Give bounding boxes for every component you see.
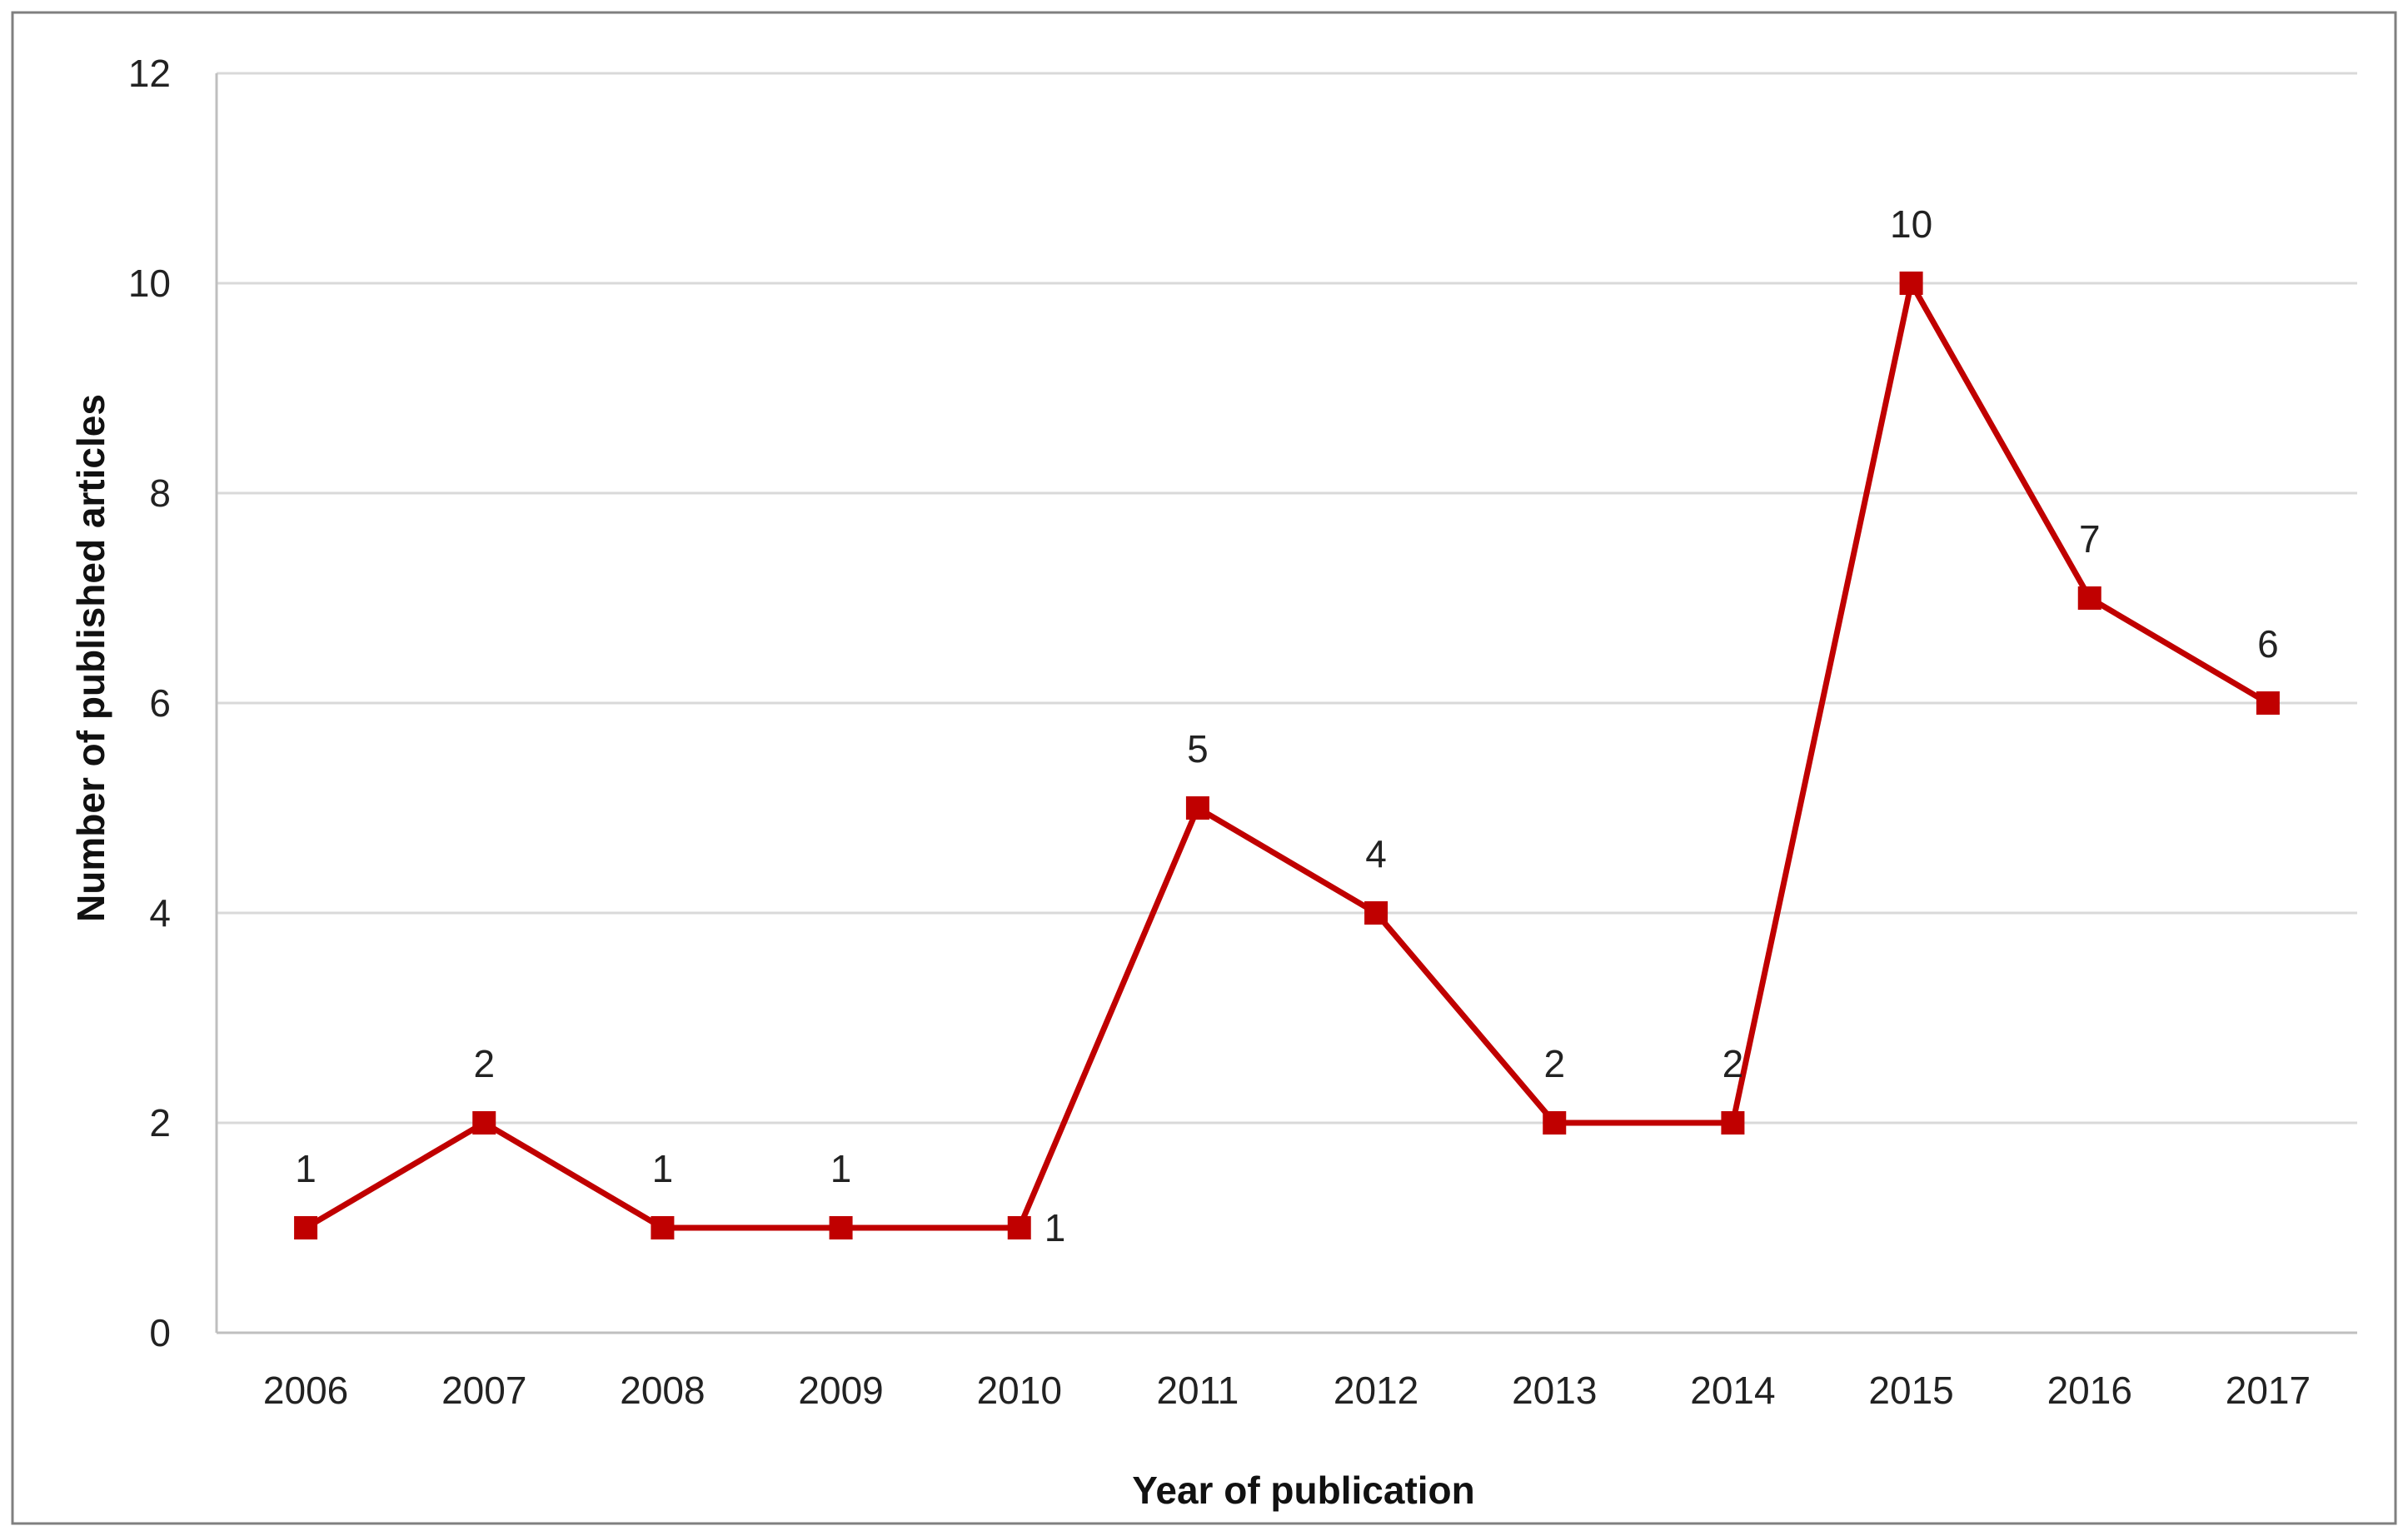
data-labels: 1 2 1 1 1 5 4 2 2 10 7 6	[295, 202, 2278, 1249]
data-label-2008: 1	[652, 1147, 674, 1190]
series-line	[304, 275, 2270, 1231]
data-label-2017: 6	[2257, 622, 2279, 666]
data-label-2011: 5	[1187, 727, 1209, 770]
x-tick-label: 2014	[1690, 1369, 1775, 1412]
data-label-2010: 1	[1044, 1206, 1066, 1249]
outer-border	[11, 11, 2397, 1525]
data-point-2016	[2077, 586, 2101, 610]
data-label-2016: 7	[2079, 517, 2101, 561]
data-point-2014	[1721, 1111, 1745, 1135]
x-axis-title: Year of publication	[1132, 1469, 1475, 1512]
x-tick-label: 2011	[1156, 1369, 1239, 1412]
x-tick-label: 2010	[977, 1369, 1062, 1412]
x-tick-label: 2016	[2047, 1369, 2132, 1412]
y-axis-title: Number of published articles	[69, 394, 112, 922]
y-tick-label: 6	[149, 681, 171, 725]
x-axis-ticks: 2006 2007 2008 2009 2010 2011 2012 2013 2014 2015…	[263, 1369, 2311, 1412]
data-point-2006	[294, 1216, 318, 1239]
y-tick-label: 4	[149, 891, 171, 935]
data-point-2017	[2256, 691, 2280, 715]
data-label-2013: 2	[1543, 1042, 1565, 1085]
x-tick-label: 2008	[620, 1369, 705, 1412]
data-label-2006: 1	[295, 1147, 317, 1190]
series-layer	[294, 272, 2280, 1239]
y-tick-label: 8	[149, 471, 171, 515]
data-point-2011	[1185, 796, 1209, 820]
x-tick-label: 2012	[1334, 1369, 1418, 1412]
y-tick-label: 0	[149, 1311, 171, 1354]
data-point-2013	[1543, 1111, 1567, 1135]
x-tick-label: 2009	[798, 1369, 883, 1412]
data-point-2008	[651, 1216, 675, 1239]
y-tick-label: 2	[149, 1101, 171, 1145]
y-tick-label: 12	[128, 52, 171, 95]
data-label-2012: 4	[1365, 832, 1387, 875]
data-point-2009	[829, 1216, 853, 1239]
gridlines	[215, 72, 2357, 1334]
y-tick-label: 10	[128, 262, 171, 305]
data-label-2009: 1	[830, 1147, 852, 1190]
y-axis-ticks: 0 2 4 6 8 10 12	[128, 52, 171, 1354]
data-label-2014: 2	[1722, 1042, 1744, 1085]
data-label-2015: 10	[1890, 202, 1932, 246]
data-point-2010	[1007, 1216, 1031, 1239]
x-tick-label: 2017	[2226, 1369, 2311, 1412]
data-point-2007	[472, 1111, 496, 1135]
x-tick-label: 2007	[441, 1369, 526, 1412]
data-point-2012	[1364, 901, 1388, 925]
x-tick-label: 2006	[263, 1369, 348, 1412]
data-point-2015	[1899, 272, 1923, 295]
x-tick-label: 2015	[1868, 1369, 1953, 1412]
x-tick-label: 2013	[1512, 1369, 1597, 1412]
data-label-2007: 2	[473, 1042, 495, 1085]
